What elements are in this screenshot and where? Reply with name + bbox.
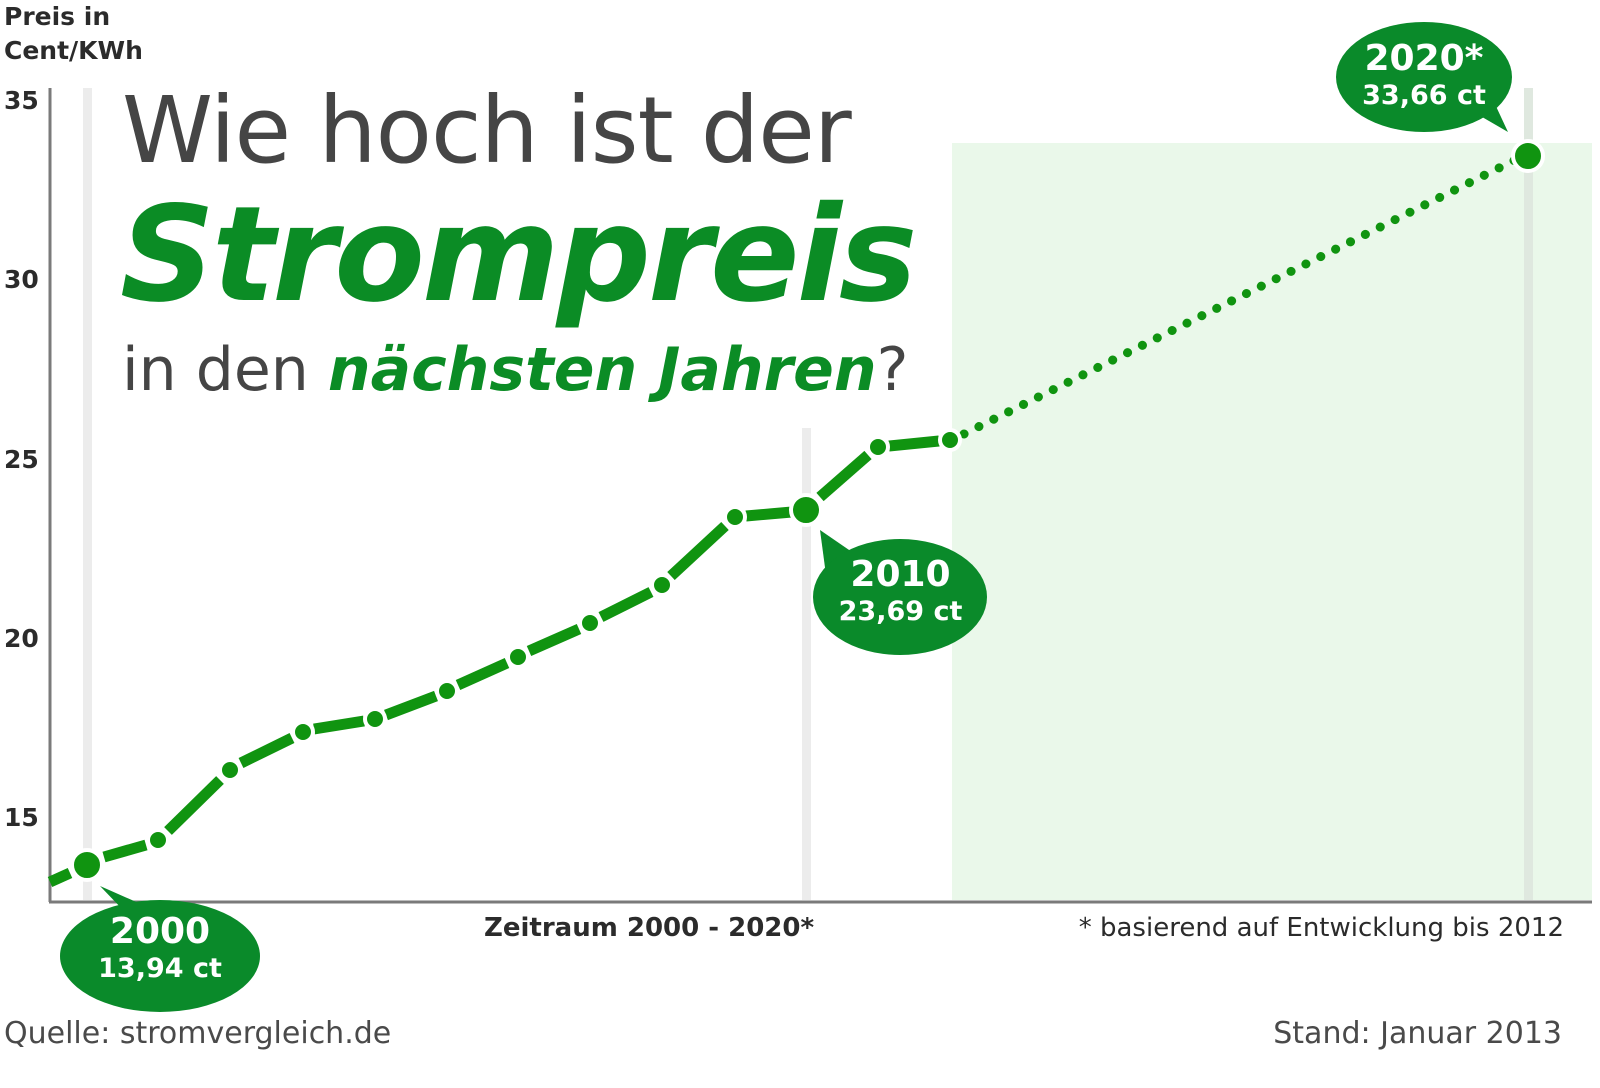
marker-2006: [506, 645, 530, 669]
price-line-forecast: [959, 155, 1520, 439]
callout-2000-value: 13,94 ct: [98, 953, 222, 984]
gridline-2010: [802, 428, 811, 900]
marker-2008: [650, 573, 674, 597]
callout-2010: 2010 23,69 ct: [813, 555, 988, 629]
callout-2000: 2000 13,94 ct: [60, 912, 260, 986]
marker-2005: [435, 679, 459, 703]
y-tick-35: 35: [4, 86, 39, 115]
title-line-3-suffix: ?: [876, 335, 909, 405]
callout-bubble-2010: [813, 530, 987, 655]
marker-2003: [291, 720, 315, 744]
callout-bubble-2020: [1336, 22, 1512, 132]
marker-2004: [363, 707, 387, 731]
marker-2000: [70, 848, 104, 882]
title-line-2: Strompreis: [120, 178, 917, 332]
y-axis-label-line1: Preis in: [4, 2, 111, 31]
price-line-historical: [47, 435, 940, 888]
marker-2009: [723, 505, 747, 529]
callout-bubble-2000: [60, 886, 260, 1012]
callout-2010-year: 2010: [850, 554, 951, 595]
marker-2001: [146, 828, 170, 852]
gridline-2020: [1524, 88, 1533, 900]
marker-2002: [218, 758, 242, 782]
gridline-2000: [83, 88, 92, 900]
callout-2000-year: 2000: [109, 911, 211, 952]
marker-2007: [578, 611, 602, 635]
marker-2011: [866, 435, 890, 459]
callout-2020: 2020* 33,66 ct: [1336, 39, 1512, 113]
title-line-3-emphasis: nächsten Jahren: [327, 335, 877, 405]
title-line-3-prefix: in den: [122, 335, 328, 405]
y-tick-20: 20: [4, 624, 39, 653]
title-line-3: in den nächsten Jahren?: [122, 330, 908, 410]
marker-2010: [789, 493, 823, 527]
callout-2010-value: 23,69 ct: [838, 596, 963, 627]
marker-2020: [1511, 139, 1545, 173]
data-markers: [70, 139, 1545, 882]
x-axis-label: Zeitraum 2000 - 2020*: [484, 913, 815, 943]
y-tick-25: 25: [4, 445, 39, 474]
callout-2020-year: 2020*: [1364, 38, 1484, 79]
marker-2012: [938, 428, 962, 452]
y-tick-30: 30: [4, 265, 39, 294]
y-axis-label: Preis in Cent/KWh: [4, 0, 143, 68]
projection-area: [952, 143, 1592, 900]
title-line-1: Wie hoch ist der: [122, 77, 852, 184]
y-tick-15: 15: [4, 803, 39, 832]
y-axis-label-line2: Cent/KWh: [4, 36, 143, 65]
callout-2020-value: 33,66 ct: [1362, 80, 1486, 111]
stand-date: Stand: Januar 2013: [1273, 1016, 1562, 1051]
footnote: * basierend auf Entwicklung bis 2012: [1078, 913, 1564, 943]
source-credit: Quelle: stromvergleich.de: [4, 1016, 392, 1051]
